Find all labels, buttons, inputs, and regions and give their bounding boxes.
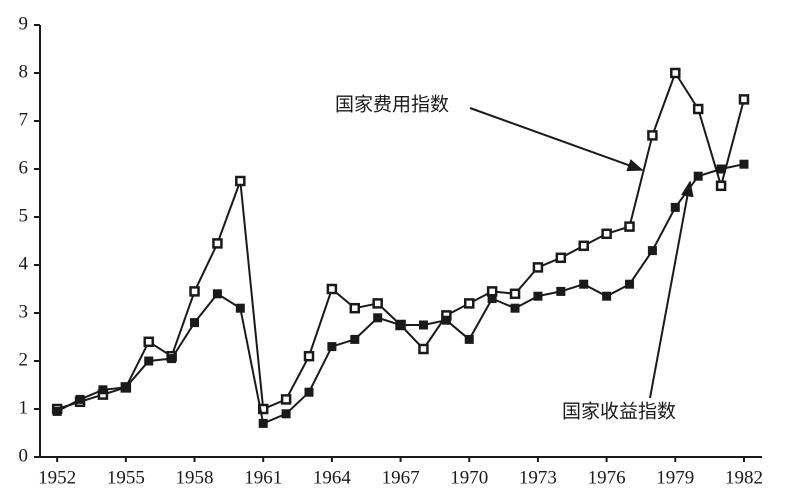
point-marker [602,291,612,301]
x-tick-label: 1973 [519,467,557,488]
annotation-arrow [469,107,644,172]
point-marker [258,418,268,428]
x-tick-label: 1976 [588,467,626,488]
x-tick-label: 1964 [313,467,352,488]
point-marker [464,334,474,344]
point-marker [304,387,314,397]
y-tick-label: 9 [19,13,29,34]
point-marker [487,294,497,304]
point-marker [303,350,315,362]
y-tick-label: 7 [19,109,29,130]
y-tick-label: 6 [19,157,29,178]
x-tick-label: 1982 [725,467,763,488]
point-marker [579,279,589,289]
point-marker [418,343,429,355]
y-tick-label: 2 [19,349,29,370]
point-marker [464,298,475,309]
point-marker [693,171,703,181]
point-marker [280,394,292,405]
point-marker [716,164,726,174]
series-line [56,163,745,425]
point-marker [556,286,566,296]
point-marker [578,240,589,252]
point-marker [670,202,680,212]
annotation: 国家收益指数 [562,401,676,423]
point-marker [510,303,520,313]
point-marker [625,279,635,289]
y-tick-label: 3 [19,301,29,322]
x-tick-label: 1967 [382,467,420,488]
point-marker [257,403,269,415]
point-marker [624,221,635,232]
point-marker [349,302,361,314]
point-marker [189,286,200,297]
point-marker [327,342,337,352]
point-marker [372,298,383,309]
point-marker [167,354,177,364]
annotation: 国家费用指数 [335,94,449,116]
point-marker [212,238,223,249]
point-marker [739,159,749,169]
x-tick-label: 1961 [244,467,282,488]
point-marker [555,252,567,264]
y-tick-label: 1 [19,397,29,418]
x-tick-label: 1952 [38,467,76,488]
x-tick-label: 1958 [176,467,214,488]
y-tick-label: 5 [19,205,29,226]
point-marker [373,313,383,323]
point-marker [532,262,544,273]
point-marker [190,318,200,328]
point-marker [144,356,154,366]
point-marker [647,246,657,256]
point-marker [396,320,406,330]
point-marker [98,385,108,395]
point-marker [235,175,246,187]
series-line [56,70,745,411]
point-marker [647,130,658,141]
point-marker [738,94,750,105]
point-marker [441,315,451,325]
point-marker [52,406,62,416]
point-marker [418,320,428,330]
point-marker [212,289,222,299]
point-marker [350,334,360,344]
point-marker [75,394,85,404]
point-marker [143,336,154,348]
point-marker [326,283,338,295]
point-marker [692,103,704,115]
annotation-arrow [649,180,694,399]
point-marker [533,291,543,301]
point-marker [601,228,612,240]
x-tick-label: 1970 [450,467,488,488]
point-marker [121,382,131,392]
y-tick-label: 4 [19,253,29,274]
point-marker [281,409,291,419]
x-tick-label: 1979 [656,467,694,488]
point-marker [670,67,681,79]
point-marker [509,288,521,300]
y-tick-label: 0 [19,445,29,466]
point-marker [715,180,727,192]
point-marker [235,303,245,313]
y-tick-label: 8 [19,61,29,82]
x-tick-label: 1955 [107,467,145,488]
